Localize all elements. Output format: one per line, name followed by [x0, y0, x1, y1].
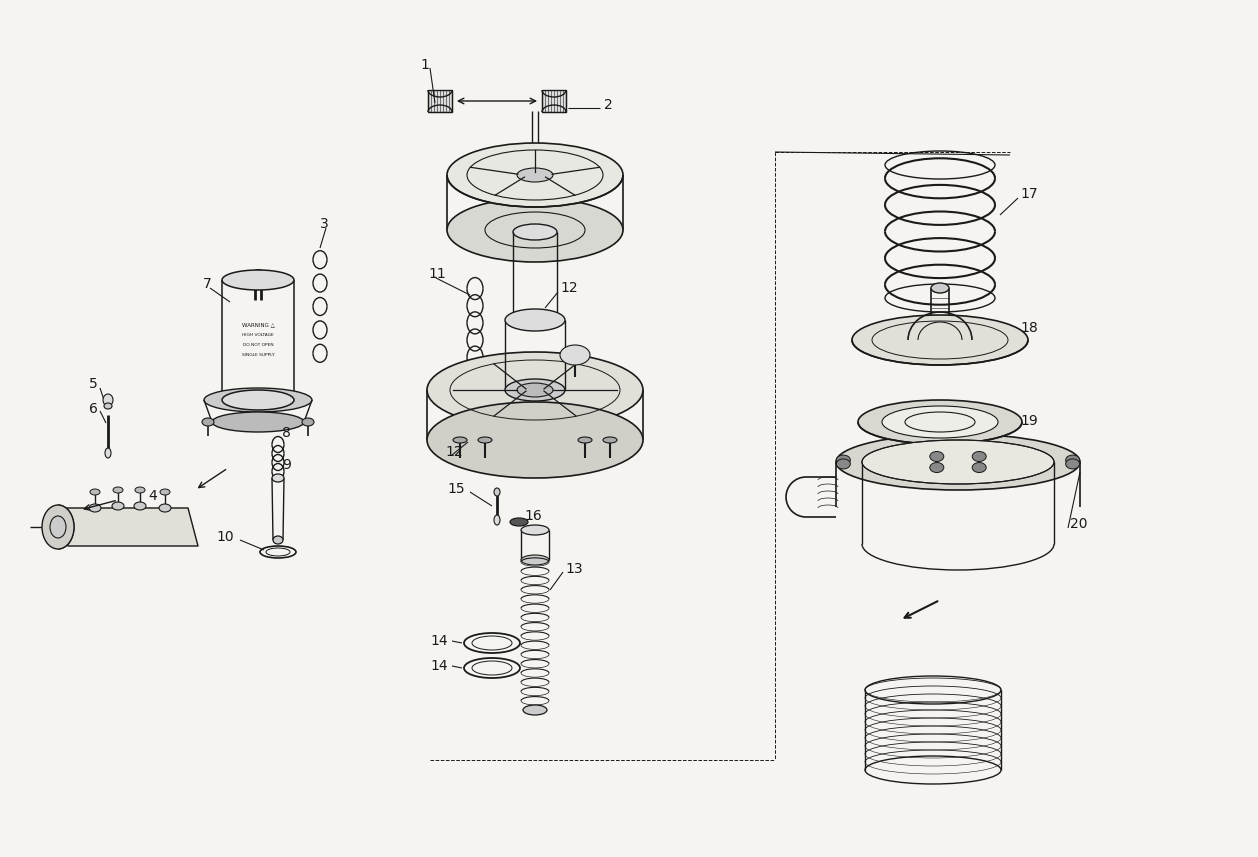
Ellipse shape [213, 412, 304, 432]
Text: 10: 10 [216, 530, 234, 544]
Ellipse shape [930, 452, 944, 461]
Text: SINGLE SUPPLY: SINGLE SUPPLY [242, 353, 274, 357]
Text: WARNING △: WARNING △ [242, 322, 274, 327]
Ellipse shape [972, 463, 986, 472]
Ellipse shape [837, 455, 850, 465]
Ellipse shape [513, 312, 557, 328]
Ellipse shape [91, 489, 99, 495]
Ellipse shape [521, 525, 548, 535]
Text: DO NOT OPEN: DO NOT OPEN [243, 343, 273, 347]
Ellipse shape [135, 487, 145, 493]
Text: HIGH VOLTAGE: HIGH VOLTAGE [242, 333, 274, 337]
Text: 9: 9 [282, 458, 291, 472]
Ellipse shape [560, 345, 590, 365]
Text: 20: 20 [1071, 517, 1087, 531]
Text: 1: 1 [420, 58, 429, 72]
Ellipse shape [478, 437, 492, 443]
Ellipse shape [135, 502, 146, 510]
Ellipse shape [42, 505, 74, 549]
Ellipse shape [972, 452, 986, 461]
Ellipse shape [273, 536, 283, 544]
Text: 18: 18 [1020, 321, 1038, 335]
Ellipse shape [521, 555, 548, 565]
Text: 19: 19 [1020, 414, 1038, 428]
Text: 8: 8 [282, 426, 291, 440]
Ellipse shape [103, 394, 113, 406]
Text: 14: 14 [430, 659, 448, 673]
Ellipse shape [930, 463, 944, 472]
Text: 5: 5 [89, 377, 98, 391]
Ellipse shape [203, 418, 214, 426]
Ellipse shape [494, 488, 499, 496]
Ellipse shape [852, 315, 1028, 365]
Ellipse shape [523, 315, 547, 325]
Ellipse shape [504, 379, 565, 401]
Text: 12: 12 [445, 445, 463, 459]
Ellipse shape [1066, 458, 1079, 469]
Ellipse shape [272, 474, 284, 482]
Ellipse shape [509, 518, 528, 526]
Text: 16: 16 [525, 509, 542, 523]
Text: 15: 15 [448, 482, 465, 496]
Ellipse shape [447, 143, 623, 207]
Ellipse shape [112, 502, 125, 510]
Ellipse shape [862, 440, 1054, 484]
Ellipse shape [426, 402, 643, 478]
Ellipse shape [447, 198, 623, 262]
Text: 3: 3 [320, 217, 328, 231]
Ellipse shape [858, 400, 1021, 444]
Ellipse shape [221, 390, 294, 410]
Text: 6: 6 [89, 402, 98, 416]
Ellipse shape [603, 437, 616, 443]
Ellipse shape [453, 437, 467, 443]
Text: 14: 14 [430, 634, 448, 648]
Ellipse shape [523, 705, 547, 715]
Ellipse shape [513, 224, 557, 240]
Ellipse shape [113, 487, 123, 493]
Text: 12: 12 [560, 281, 577, 295]
Text: 7: 7 [203, 277, 211, 291]
Ellipse shape [160, 489, 170, 495]
Ellipse shape [494, 515, 499, 525]
Text: 4: 4 [148, 489, 157, 503]
Ellipse shape [504, 309, 565, 331]
Ellipse shape [104, 403, 112, 409]
Ellipse shape [159, 504, 171, 512]
Ellipse shape [426, 352, 643, 428]
Ellipse shape [104, 448, 111, 458]
Ellipse shape [204, 388, 312, 412]
Ellipse shape [221, 270, 294, 290]
Ellipse shape [577, 437, 593, 443]
Text: 11: 11 [428, 267, 445, 281]
Ellipse shape [302, 418, 314, 426]
Ellipse shape [882, 406, 998, 438]
Ellipse shape [517, 168, 554, 182]
Ellipse shape [931, 283, 949, 293]
Text: 17: 17 [1020, 187, 1038, 201]
Ellipse shape [50, 516, 65, 538]
Ellipse shape [837, 458, 850, 469]
Polygon shape [58, 508, 198, 546]
Bar [542, 90, 566, 112]
Bar [428, 90, 452, 112]
Ellipse shape [517, 383, 554, 397]
Text: 2: 2 [604, 98, 613, 112]
Text: 13: 13 [565, 562, 582, 576]
Ellipse shape [89, 504, 101, 512]
Ellipse shape [837, 434, 1081, 490]
Ellipse shape [1066, 455, 1079, 465]
